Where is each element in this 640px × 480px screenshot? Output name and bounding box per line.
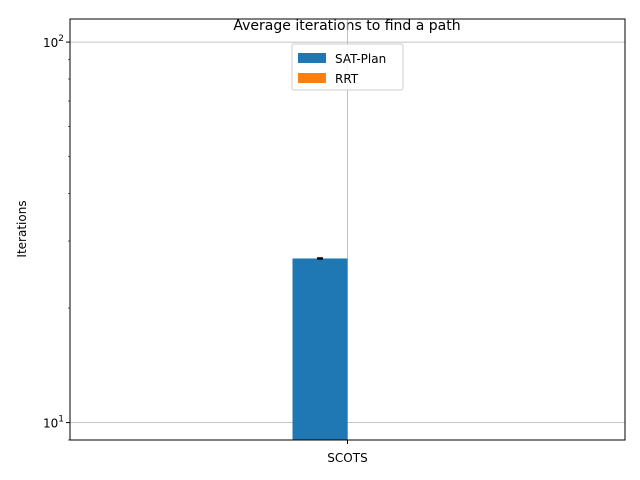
legend-swatch	[298, 73, 326, 83]
y-tick-label: 102	[43, 34, 64, 50]
bars	[292, 257, 348, 440]
legend-label: SAT-Plan	[335, 52, 386, 66]
bar-sat-plan	[292, 258, 348, 440]
x-axis-ticks: SCOTS	[327, 440, 368, 465]
y-tick-exponent: 2	[58, 34, 64, 44]
y-axis-ticks: 101 102	[43, 34, 70, 441]
y-axis-label: Iterations	[15, 200, 29, 257]
legend-swatch	[298, 53, 326, 63]
y-tick-label: 101	[43, 415, 64, 431]
legend: SAT-Plan RRT	[291, 43, 404, 91]
y-tick-exponent: 1	[58, 415, 64, 425]
x-tick-label: SCOTS	[327, 451, 367, 465]
legend-label: RRT	[335, 72, 359, 86]
chart-title: Average iterations to find a path	[233, 18, 460, 34]
